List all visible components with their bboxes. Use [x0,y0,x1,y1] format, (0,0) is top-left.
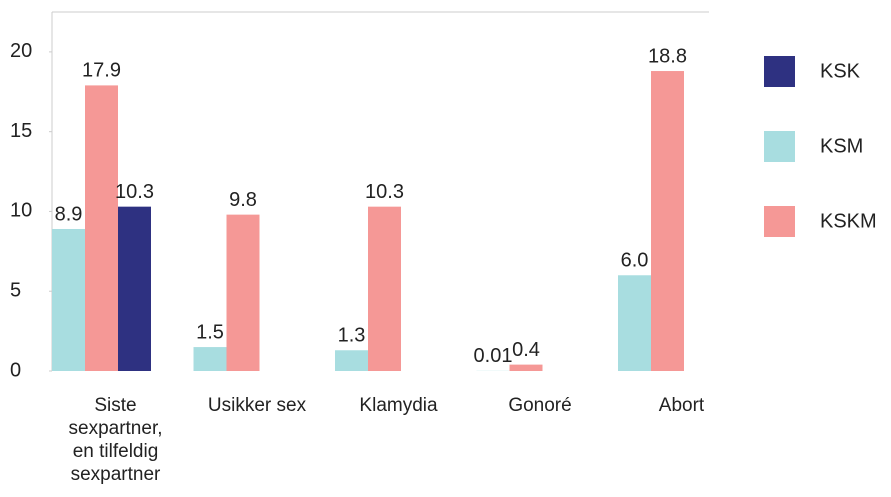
value-label: 0.4 [512,339,540,361]
bar [618,275,651,371]
legend-label: KSM [820,135,863,157]
value-label: 17.9 [82,60,121,82]
x-tick-label: Abort [658,395,705,416]
bar [226,214,260,371]
y-tick-label: 20 [10,40,32,62]
bar [85,85,118,371]
bar [193,347,227,371]
x-tick-label: Gonoré [508,395,572,416]
bar [52,228,85,371]
value-label: 8.9 [55,203,83,225]
y-tick-label: 15 [10,120,32,142]
bar [651,71,684,371]
y-tick-label: 5 [10,280,21,302]
value-label: 0.01 [474,345,513,367]
value-label: 10.3 [365,181,404,203]
legend-label: KSK [820,60,861,82]
legend-swatch [764,206,795,237]
bar [368,206,401,371]
value-label: 1.3 [338,325,366,347]
x-tick-label: Usikker sex [207,395,307,416]
bar [509,364,543,371]
x-tick-label: Klamydia [359,395,438,416]
y-tick-label: 10 [10,200,32,222]
value-label: 9.8 [229,189,257,211]
value-label: 18.8 [648,45,687,67]
legend-swatch [764,131,795,162]
value-label: 1.5 [196,321,224,343]
legend-label: KSKM [820,210,877,232]
legend-swatch [764,56,795,87]
value-label: 10.3 [115,181,154,203]
bar [118,206,151,371]
y-tick-label: 0 [10,359,21,381]
x-tick-label: Siste sexpartner, en tilfeldig sexpartne… [68,395,163,485]
value-label: 6.0 [621,250,649,272]
bar [335,350,368,371]
